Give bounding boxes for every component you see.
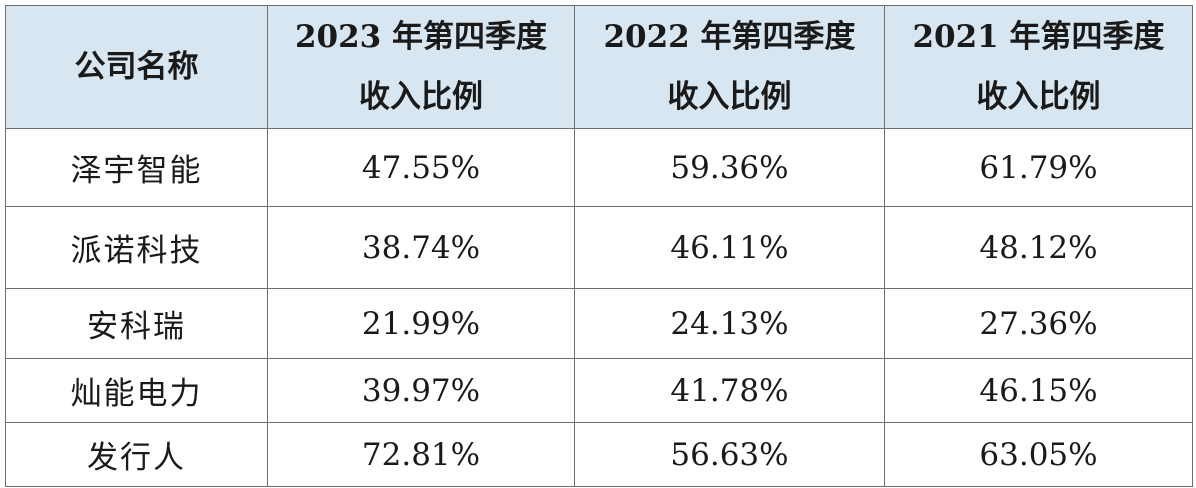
company-cell: 安科瑞 [5,288,268,359]
q4-2023-cell: 39.97% [267,358,575,423]
header-company: 公司名称 [5,5,268,129]
company-cell: 派诺科技 [5,206,268,289]
revenue-ratio-table: 公司名称 2023 年第四季度 收入比例 2022 年第四季度 收入比例 202… [5,5,1193,487]
q4-2023-cell: 72.81% [267,422,575,487]
header-q4-2022: 2022 年第四季度 收入比例 [574,5,885,129]
q4-2023-cell: 47.55% [267,128,575,207]
header-q4-2021-metric: 收入比例 [976,79,1101,115]
q4-2021-cell: 27.36% [884,288,1193,359]
q4-2022-cell: 56.63% [574,422,885,487]
header-q4-2022-metric: 收入比例 [667,79,792,115]
header-q4-2023-metric: 收入比例 [359,79,483,115]
q4-2021-cell: 48.12% [884,206,1193,289]
header-q4-2021-period: 2021 年第四季度 [912,19,1165,55]
q4-2022-cell: 24.13% [574,288,885,359]
q4-2022-cell: 41.78% [574,358,885,423]
header-company-label: 公司名称 [74,49,199,85]
company-cell: 泽宇智能 [5,128,268,207]
header-q4-2023-period: 2023 年第四季度 [294,19,548,55]
q4-2022-cell: 46.11% [574,206,885,289]
table-row: 派诺科技 38.74% 46.11% 48.12% [5,206,1193,289]
q4-2022-cell: 59.36% [574,128,885,207]
company-cell: 发行人 [5,422,268,487]
table-row: 安科瑞 21.99% 24.13% 27.36% [5,288,1193,359]
table-row: 泽宇智能 47.55% 59.36% 61.79% [5,128,1193,207]
table-row: 发行人 72.81% 56.63% 63.05% [5,422,1193,487]
company-cell: 灿能电力 [5,358,268,423]
q4-2021-cell: 63.05% [884,422,1193,487]
header-q4-2021: 2021 年第四季度 收入比例 [884,5,1193,129]
q4-2021-cell: 61.79% [884,128,1193,207]
q4-2023-cell: 38.74% [267,206,575,289]
header-q4-2023: 2023 年第四季度 收入比例 [267,5,575,129]
q4-2021-cell: 46.15% [884,358,1193,423]
header-row: 公司名称 2023 年第四季度 收入比例 2022 年第四季度 收入比例 202… [5,5,1193,129]
header-q4-2022-period: 2022 年第四季度 [603,19,856,55]
table-row: 灿能电力 39.97% 41.78% 46.15% [5,358,1193,423]
q4-2023-cell: 21.99% [267,288,575,359]
